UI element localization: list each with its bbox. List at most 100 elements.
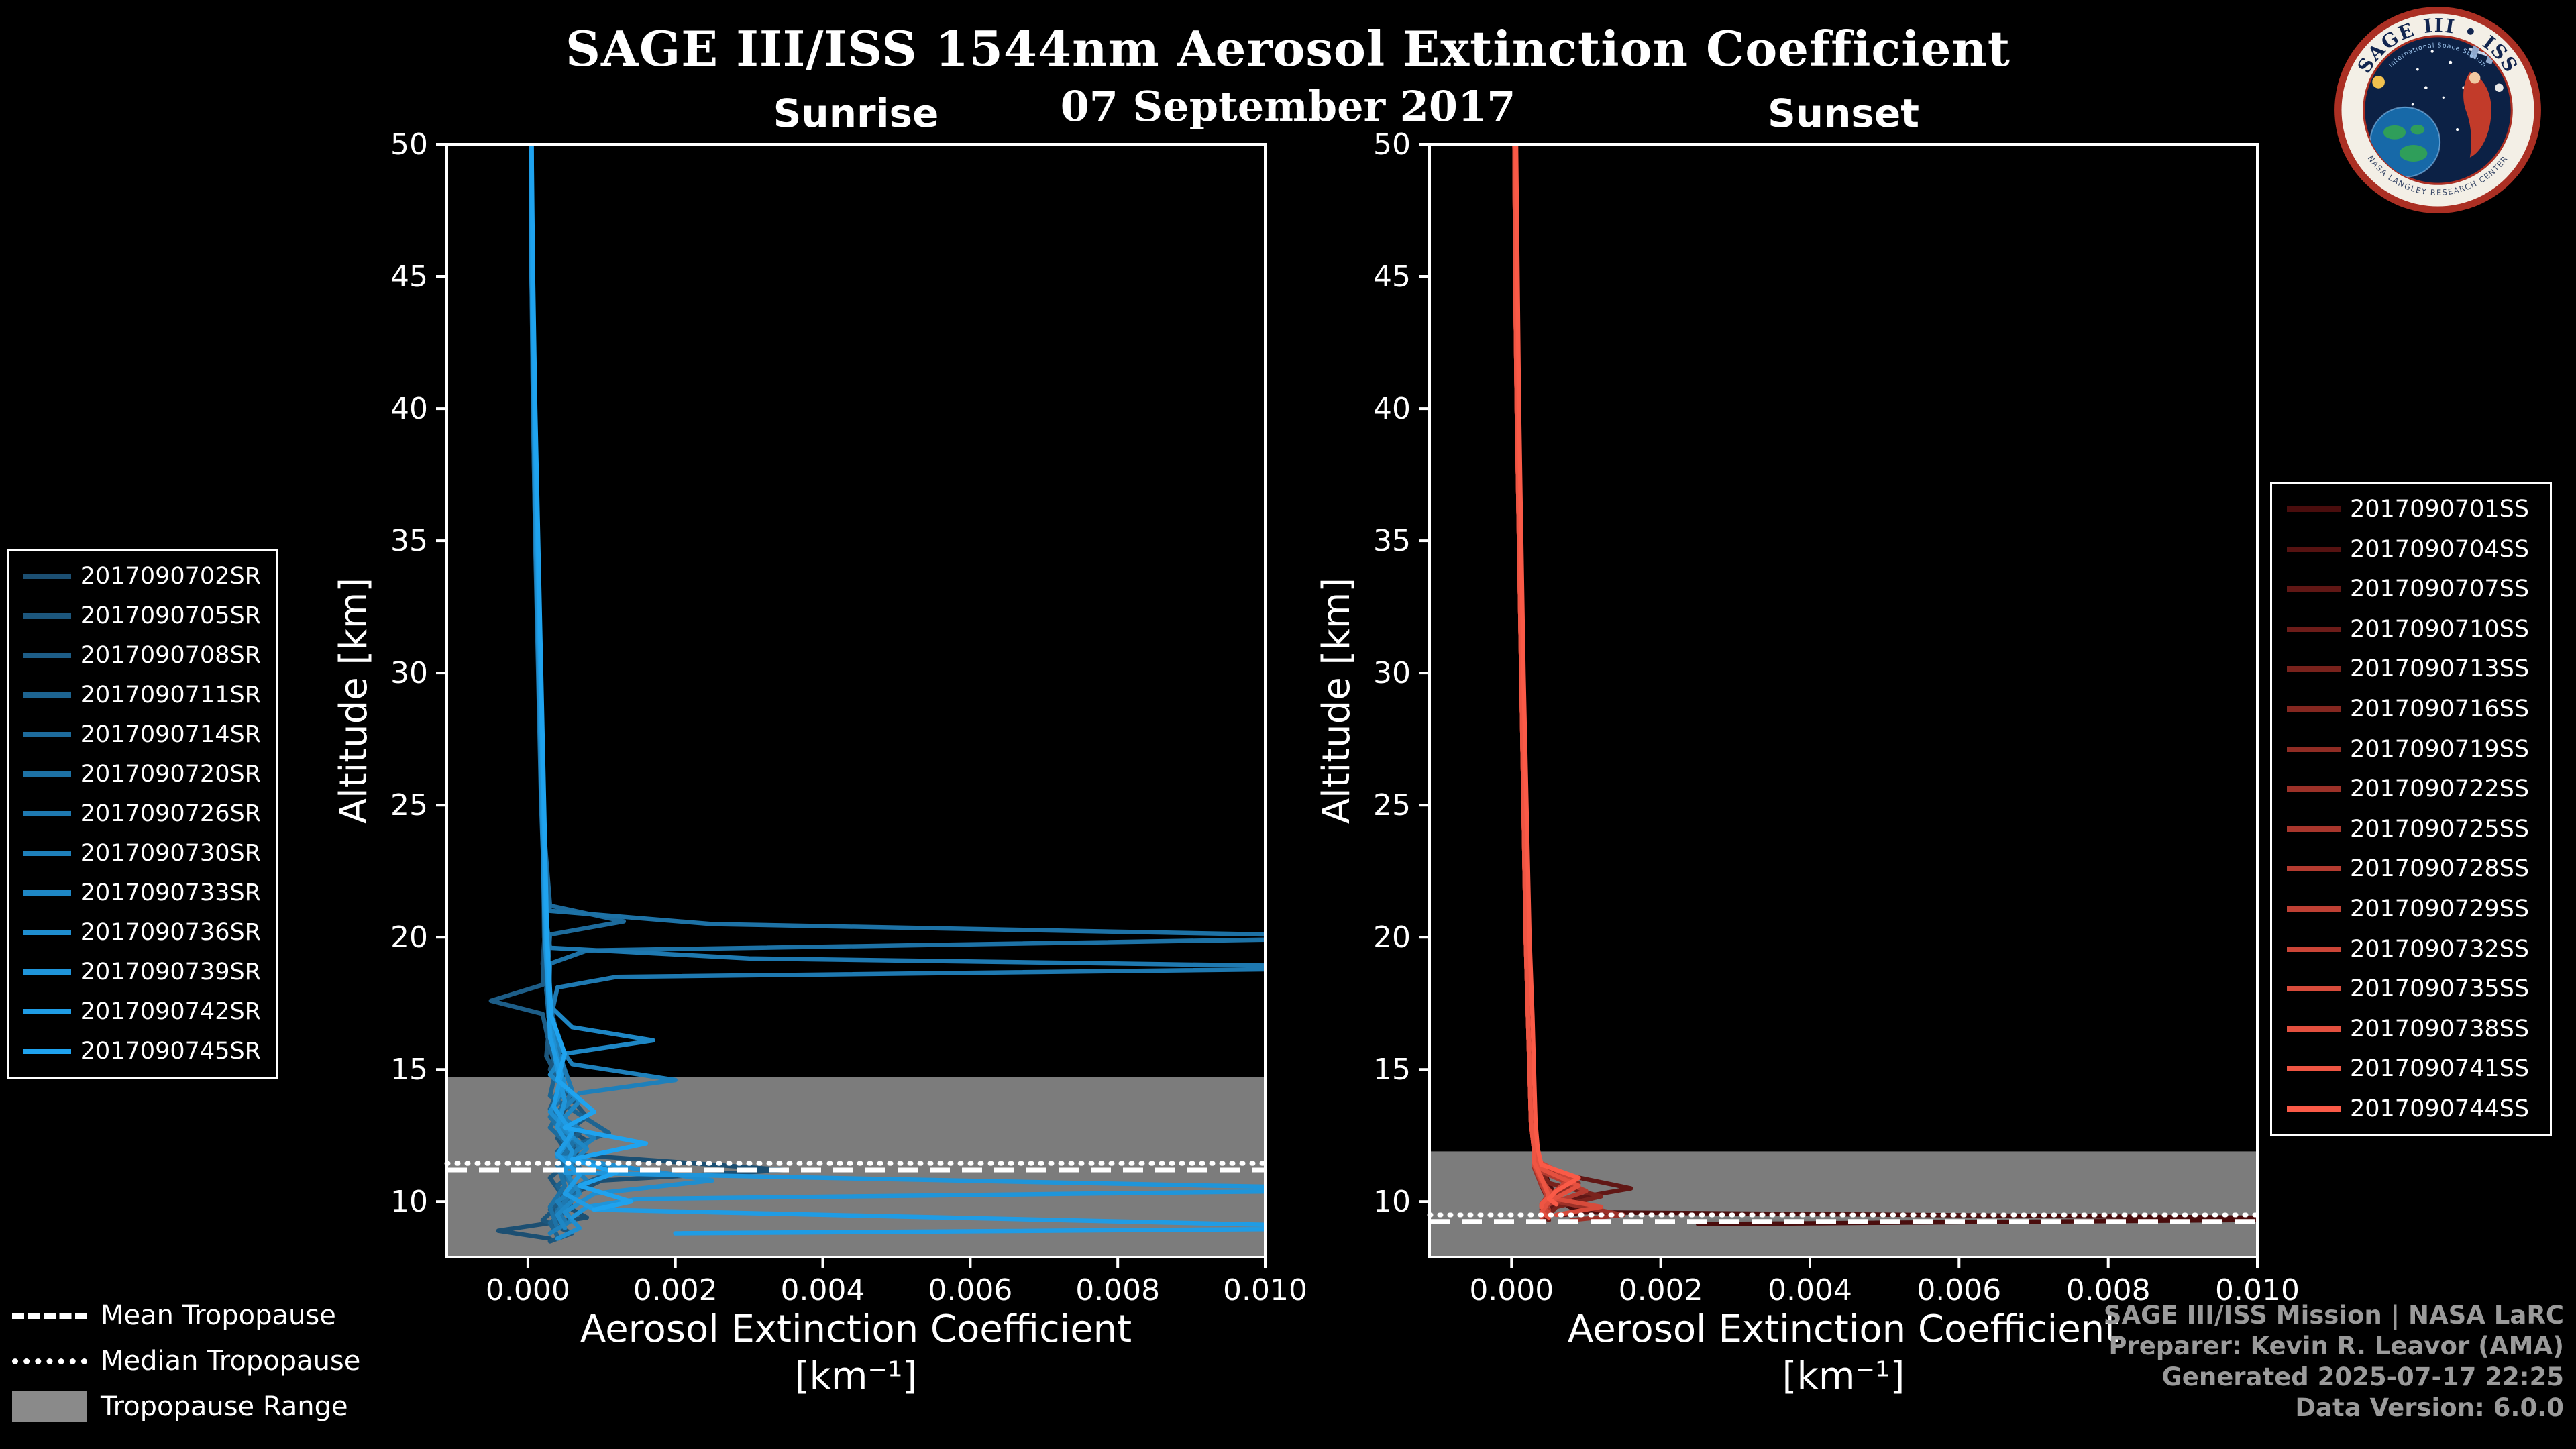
x-tick-label: 0.000 <box>486 1273 570 1307</box>
sunrise-legend: 2017090702SR 2017090705SR 2017090708SR 2017… <box>7 549 278 1079</box>
legend-label: 2017090710SS <box>2350 615 2530 643</box>
y-tick-label: 40 <box>1373 392 1411 426</box>
tropopause-range-legend-item: Tropopause Range <box>12 1390 360 1424</box>
sunset-series-group <box>1512 144 2257 1226</box>
credits-block: SAGE III/ISS Mission | NASA LaRC Prepare… <box>2104 1300 2564 1424</box>
legend-line-swatch <box>2287 546 2341 552</box>
y-tick-label: 20 <box>390 920 428 955</box>
legend-item: 2017090726SR <box>23 800 261 827</box>
mean-tropopause-label: Mean Tropopause <box>101 1300 336 1331</box>
series-line-2017090741SS <box>1512 144 1552 1210</box>
legend-item: 2017090741SS <box>2287 1055 2535 1082</box>
x-tick-label: 0.002 <box>1619 1273 1703 1307</box>
legend-label: 2017090735SS <box>2350 975 2530 1003</box>
legend-item: 2017090722SS <box>2287 775 2535 802</box>
legend-item: 2017090735SS <box>2287 975 2535 1002</box>
figure-title: SAGE III/ISS 1544nm Aerosol Extinction C… <box>565 20 2011 77</box>
legend-label: 2017090725SS <box>2350 815 2530 843</box>
legend-label: 2017090736SR <box>80 919 261 946</box>
legend-line-swatch <box>23 1009 71 1014</box>
legend-label: 2017090738SS <box>2350 1015 2530 1042</box>
series-line-2017090745SR <box>529 144 649 1212</box>
mean-tropopause-dashed-swatch <box>12 1312 87 1319</box>
y-tick-label: 25 <box>1373 788 1411 822</box>
tropopause-legend: Mean Tropopause Median Tropopause Tropop… <box>12 1299 360 1424</box>
x-tick-label: 0.000 <box>1469 1273 1554 1307</box>
legend-line-swatch <box>2287 626 2341 632</box>
legend-item: 2017090728SS <box>2287 855 2535 882</box>
legend-item: 2017090704SS <box>2287 536 2535 563</box>
sunset-legend: 2017090701SS 2017090704SS 2017090707SS 2017… <box>2270 482 2552 1136</box>
legend-label: 2017090733SR <box>80 879 261 906</box>
legend-line-swatch <box>23 613 71 619</box>
legend-label: 2017090704SS <box>2350 535 2530 563</box>
x-tick-label: 0.010 <box>2215 1273 2300 1307</box>
series-line-2017090720SR <box>529 144 1265 1230</box>
legend-item: 2017090707SS <box>2287 576 2535 602</box>
legend-label: 2017090730SR <box>80 840 261 867</box>
y-tick-label: 15 <box>390 1053 428 1087</box>
sunrise-title: Sunrise <box>773 91 939 136</box>
median-tropopause-dotted-swatch <box>12 1358 87 1364</box>
credit-generated: Generated 2025-07-17 22:25 <box>2161 1362 2564 1391</box>
logo-scene <box>2369 42 2504 178</box>
legend-label: 2017090714SR <box>80 721 261 748</box>
legend-label: 2017090726SR <box>80 800 261 827</box>
plot-frame <box>445 143 1267 1258</box>
sage-mission-logo: SAGE III • ISS International Space Stati… <box>2334 7 2541 213</box>
legend-line-swatch <box>23 732 71 737</box>
sunset-title: Sunset <box>1768 91 1919 136</box>
x-tick-label: 0.008 <box>1075 1273 1160 1307</box>
mean-tropopause-legend-item: Mean Tropopause <box>12 1299 360 1332</box>
y-tick-label: 25 <box>390 788 428 822</box>
legend-line-swatch <box>2287 706 2341 712</box>
x-tick-label: 0.006 <box>1917 1273 2001 1307</box>
legend-line-swatch <box>2287 906 2341 912</box>
legend-label: 2017090741SS <box>2350 1055 2530 1083</box>
y-tick-label: 15 <box>1373 1053 1411 1087</box>
legend-label: 2017090716SS <box>2350 695 2530 722</box>
legend-item: 2017090744SS <box>2287 1095 2535 1122</box>
legend-label: 2017090732SS <box>2350 935 2530 963</box>
y-tick-label: 50 <box>1373 127 1411 162</box>
earth-icon <box>2369 106 2441 178</box>
legend-item: 2017090729SS <box>2287 896 2535 922</box>
legend-item: 2017090714SR <box>23 721 261 748</box>
legend-line-swatch <box>2287 666 2341 672</box>
legend-line-swatch <box>23 851 71 856</box>
logo-moon <box>2495 83 2504 92</box>
legend-line-swatch <box>2287 946 2341 952</box>
sunrise-panel: 0.000 0.002 0.004 0.006 0.008 0.010 10 15 20 25 30… <box>332 91 1307 1398</box>
legend-line-swatch <box>2287 746 2341 752</box>
legend-item: 2017090720SR <box>23 761 261 788</box>
legend-item: 2017090725SS <box>2287 816 2535 843</box>
legend-line-swatch <box>2287 1106 2341 1112</box>
x-axis-label: Aerosol Extinction Coefficient <box>580 1307 1132 1351</box>
legend-label: 2017090720SR <box>80 761 261 788</box>
tropopause-range-swatch <box>12 1391 87 1422</box>
y-tick-label: 45 <box>1373 260 1411 294</box>
sunrise-series-group <box>488 144 1265 1244</box>
legend-line-swatch <box>2287 786 2341 792</box>
x-tick-label: 0.002 <box>633 1273 718 1307</box>
legend-line-swatch <box>23 692 71 698</box>
series-line-2017090742SR <box>529 144 1265 1236</box>
y-tick-label: 10 <box>1373 1185 1411 1219</box>
y-tick-label: 50 <box>390 127 428 162</box>
legend-line-swatch <box>2287 586 2341 592</box>
legend-label: 2017090711SR <box>80 682 261 708</box>
legend-label: 2017090722SS <box>2350 775 2530 803</box>
legend-item: 2017090742SR <box>23 998 261 1025</box>
x-axis-units-label: [km⁻¹] <box>795 1354 918 1398</box>
legend-line-swatch <box>23 890 71 896</box>
y-tick-label: 35 <box>1373 524 1411 558</box>
legend-label: 2017090742SR <box>80 998 261 1025</box>
y-tick-label: 35 <box>390 524 428 558</box>
legend-item: 2017090730SR <box>23 840 261 867</box>
series-line-2017090744SS <box>1513 144 1581 1207</box>
legend-item: 2017090702SR <box>23 563 261 590</box>
legend-item: 2017090719SS <box>2287 736 2535 763</box>
legend-item: 2017090705SR <box>23 602 261 629</box>
legend-item: 2017090738SS <box>2287 1016 2535 1042</box>
